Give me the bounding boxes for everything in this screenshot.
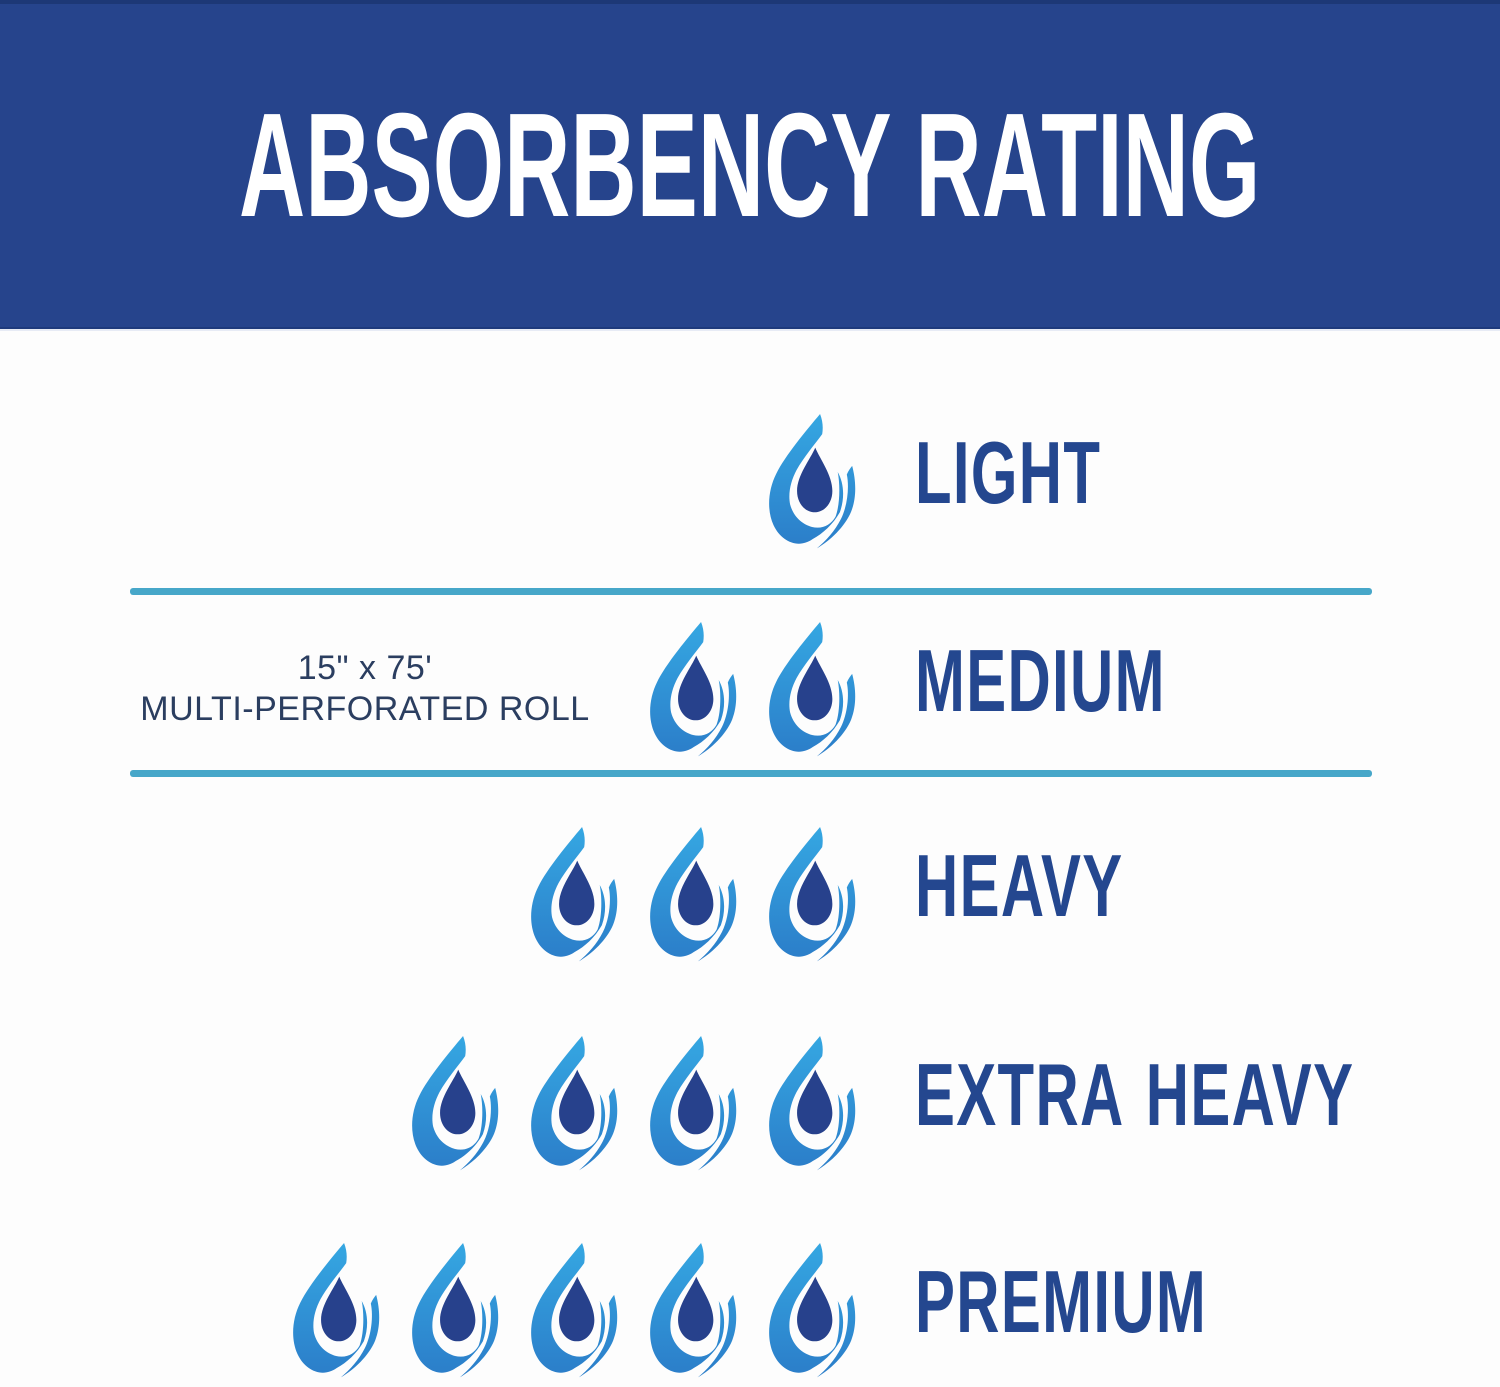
water-drop-icon xyxy=(412,1036,499,1171)
page-title-text: ABSORBENCY RATING xyxy=(239,82,1261,248)
header-banner: ABSORBENCY RATING xyxy=(0,0,1500,327)
water-drop-icon xyxy=(293,1243,380,1378)
rating-label-light: LIGHT xyxy=(915,429,1189,517)
water-drop-icon xyxy=(650,827,737,962)
rating-row-premium: PREMIUM xyxy=(0,1243,1500,1381)
water-drop-icon xyxy=(650,1243,737,1378)
drop-icons-medium xyxy=(639,622,865,760)
drop-icons-extra-heavy xyxy=(401,1036,865,1174)
drop-icons-light xyxy=(758,414,865,552)
rating-row-heavy: HEAVY xyxy=(0,827,1500,965)
drop-icons-heavy xyxy=(520,827,865,965)
rating-label-text: EXTRA HEAVY xyxy=(915,1045,1355,1144)
rating-label-premium: PREMIUM xyxy=(915,1258,1345,1346)
separator-line-bottom xyxy=(130,770,1372,777)
rating-row-extra-heavy: EXTRA HEAVY xyxy=(0,1036,1500,1174)
water-drop-icon xyxy=(769,1036,856,1171)
roll-type: MULTI-PERFORATED ROLL xyxy=(140,690,590,729)
water-drop-icon xyxy=(531,1243,618,1378)
rating-label-heavy: HEAVY xyxy=(915,842,1222,930)
water-drop-icon xyxy=(650,622,737,757)
water-drop-icon xyxy=(769,827,856,962)
rating-label-text: LIGHT xyxy=(915,423,1102,522)
water-drop-icon xyxy=(650,1036,737,1171)
separator-line-top xyxy=(130,588,1372,595)
roll-dimensions: 15" x 75' xyxy=(297,649,433,687)
rating-label-text: PREMIUM xyxy=(915,1252,1208,1351)
water-drop-icon xyxy=(769,414,856,549)
rating-row-light: LIGHT xyxy=(0,414,1500,552)
rating-label-text: MEDIUM xyxy=(915,631,1166,730)
water-drop-icon xyxy=(769,1243,856,1378)
rating-label-medium: MEDIUM xyxy=(915,637,1284,725)
water-drop-icon xyxy=(531,827,618,962)
rating-label-extra-heavy: EXTRA HEAVY xyxy=(915,1051,1500,1139)
water-drop-icon xyxy=(769,622,856,757)
water-drop-icon xyxy=(412,1243,499,1378)
page-title: ABSORBENCY RATING xyxy=(0,82,1500,248)
roll-size-note: 15" x 75' MULTI-PERFORATED ROLL xyxy=(115,648,615,731)
rating-row-medium: MEDIUM xyxy=(0,622,1500,760)
rating-label-text: HEAVY xyxy=(915,836,1124,935)
drop-icons-premium xyxy=(282,1243,865,1381)
water-drop-icon xyxy=(531,1036,618,1171)
